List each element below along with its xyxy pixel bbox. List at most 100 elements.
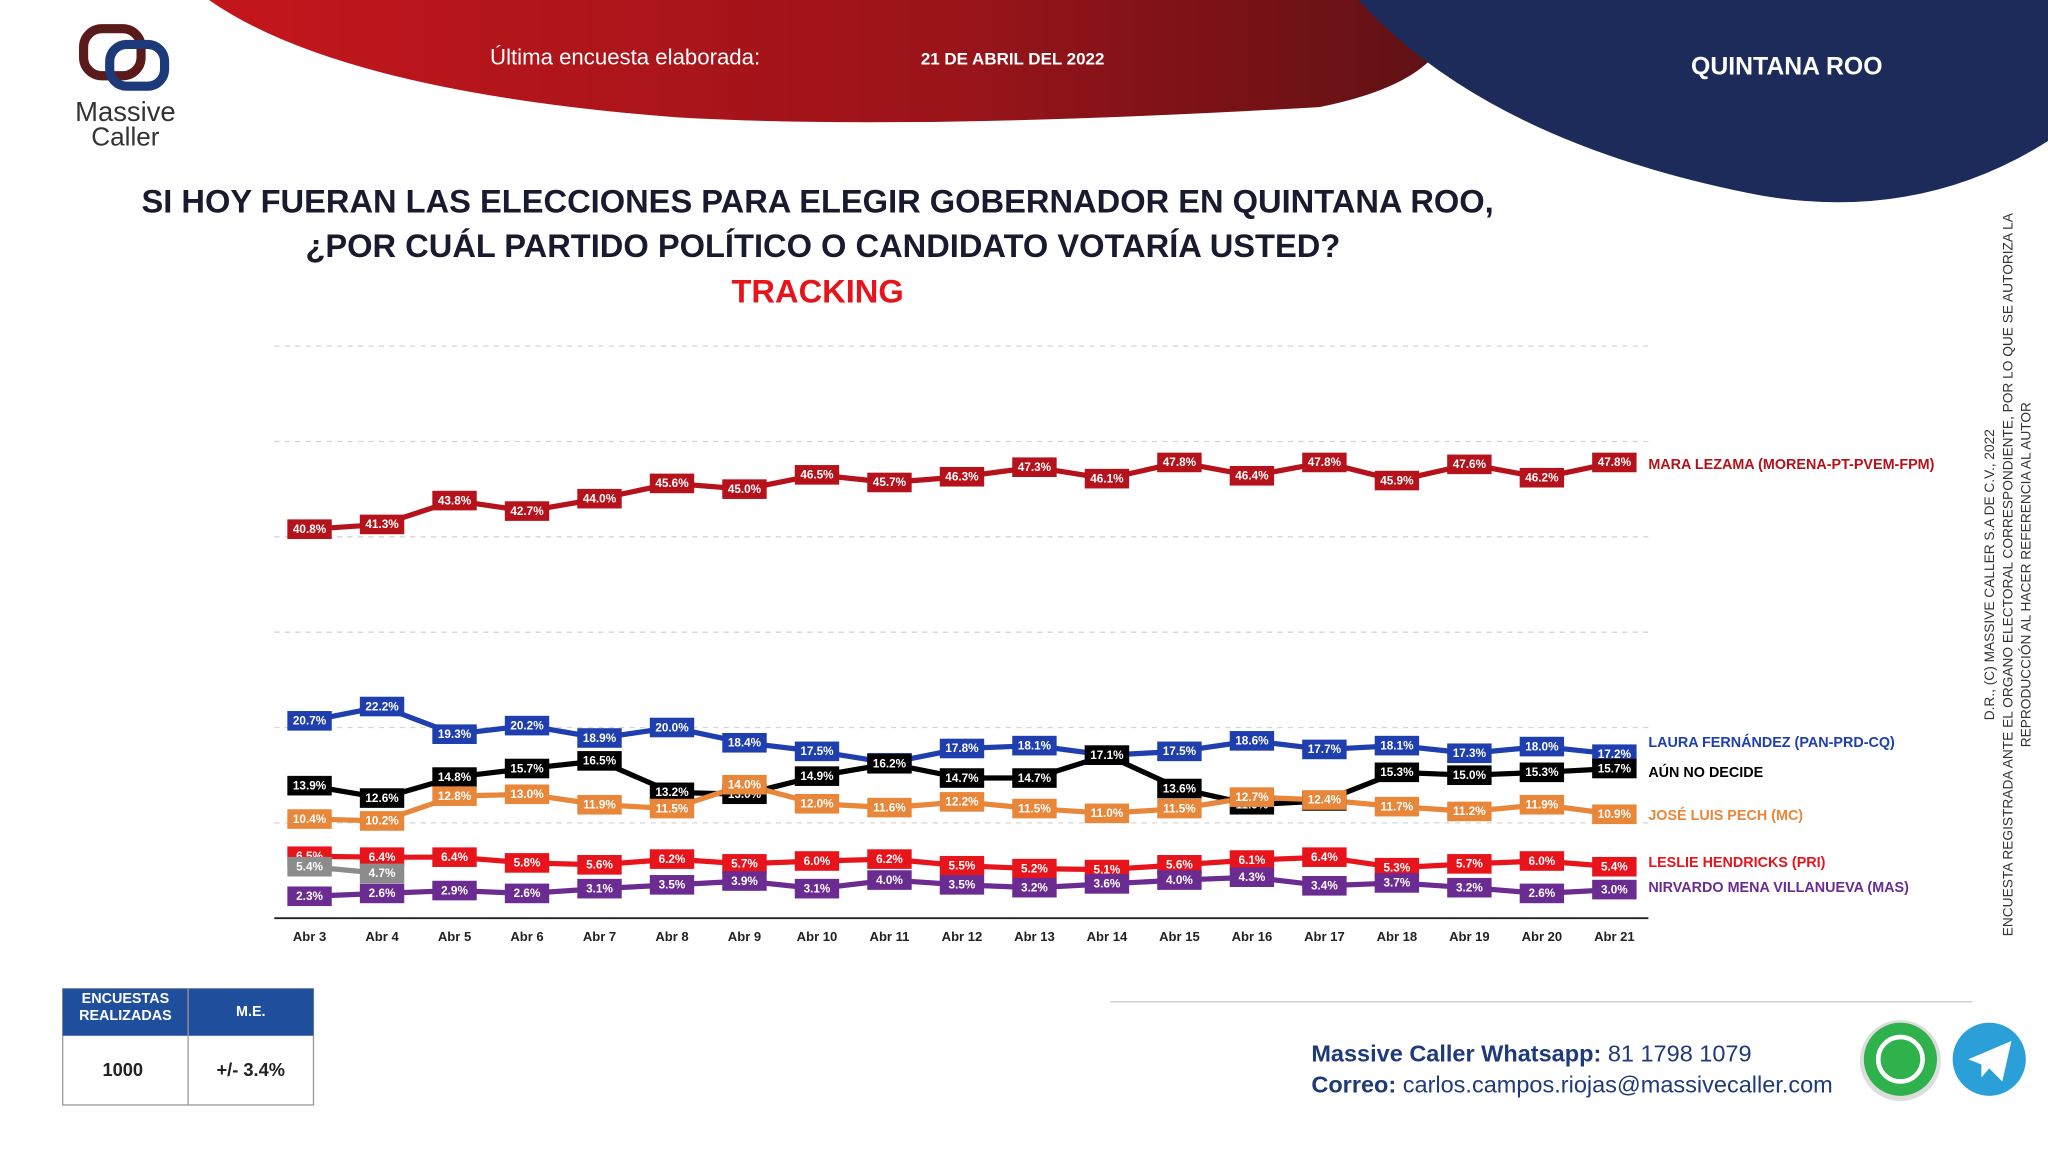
value-box (1519, 794, 1565, 815)
value-box (1012, 877, 1057, 898)
value-label: 6.1% (1239, 854, 1266, 867)
footer-value: carlos.campos.riojas@massivecaller.com (1403, 1072, 1833, 1098)
value-label: 11.5% (1018, 802, 1051, 815)
x-tick-label: Abr 14 (1087, 929, 1128, 944)
value-label: 17.7% (1308, 743, 1342, 756)
value-box (649, 849, 695, 869)
value-box (504, 883, 550, 904)
value-box (504, 758, 550, 779)
value-box (649, 782, 695, 803)
value-box (1012, 457, 1057, 478)
value-box (1229, 850, 1275, 870)
value-box (1302, 875, 1347, 896)
legend-label: MARA LEZAMA (MORENA-PT-PVEM-FPM) (1648, 457, 1934, 473)
value-label: 15.3% (1525, 766, 1559, 779)
value-box (939, 875, 985, 895)
value-label: 6.4% (369, 851, 396, 864)
footer-value: 81 1798 1079 (1608, 1041, 1752, 1067)
value-box (287, 856, 332, 877)
value-box (939, 768, 985, 788)
value-label: 18.1% (1380, 739, 1414, 752)
value-label: 17.5% (1163, 745, 1197, 758)
table-header-cell: ENCUESTAS REALIZADAS (79, 991, 172, 1024)
legend-label: AÚN NO DECIDE (1648, 763, 1763, 781)
value-label: 13.0% (510, 788, 544, 801)
value-label: 10.4% (293, 813, 327, 826)
value-label: 47.6% (1453, 458, 1487, 471)
value-box (1374, 735, 1420, 756)
value-label: 17.2% (1598, 748, 1632, 761)
value-box (722, 871, 767, 891)
value-label: 22.2% (365, 700, 399, 713)
value-box (1374, 857, 1420, 878)
value-label: 47.8% (1308, 456, 1342, 469)
value-box (432, 880, 477, 901)
value-box (1012, 858, 1057, 879)
icon-glyph (1968, 1040, 2012, 1082)
value-label: 20.0% (655, 721, 689, 734)
value-box (722, 774, 767, 795)
survey-table: ENCUESTAS REALIZADAS M.E. 1000 +/- 3.4% (62, 988, 315, 1106)
value-label: 5.7% (1456, 858, 1483, 871)
table-cell: +/- 3.4% (217, 1059, 286, 1080)
x-tick-label: Abr 16 (1232, 929, 1273, 944)
value-label: 12.0% (800, 798, 834, 811)
value-label: 5.4% (1601, 860, 1628, 873)
legend-label: JOSÉ LUIS PECH (MC) (1648, 807, 1803, 824)
value-box (287, 886, 332, 907)
value-box (794, 878, 840, 899)
value-label: 6.2% (659, 853, 686, 866)
value-box (1302, 739, 1347, 760)
x-tick-label: Abr 15 (1159, 929, 1200, 944)
side-note: REPRODUCCIÓN AL HACER REFERENCIA AL AUTO… (2018, 402, 2034, 747)
value-label: 41.3% (365, 518, 399, 531)
value-box (504, 715, 550, 736)
telegram-icon[interactable] (1952, 1022, 2026, 1096)
footer-label: Correo: (1311, 1072, 1396, 1098)
value-label: 11.9% (583, 799, 616, 812)
value-label: 46.4% (1235, 470, 1269, 483)
value-label: 14.7% (1018, 772, 1052, 785)
value-label: 2.6% (514, 887, 541, 900)
x-tick-label: Abr 20 (1522, 929, 1563, 944)
value-box (287, 711, 332, 731)
value-label: 3.2% (1021, 881, 1048, 894)
value-label: 5.8% (514, 857, 541, 870)
value-label: 47.8% (1163, 456, 1197, 469)
value-box (1084, 803, 1130, 824)
value-label: 18.6% (1235, 735, 1269, 748)
value-box (1592, 452, 1637, 473)
value-label: 4.0% (1166, 874, 1193, 887)
value-label: 47.3% (1018, 461, 1052, 474)
value-box (794, 851, 840, 871)
value-box (577, 488, 622, 509)
value-label: 4.0% (876, 874, 903, 887)
value-box (722, 479, 767, 499)
header-region-band (1358, 0, 2048, 203)
value-label: 4.3% (1239, 871, 1266, 884)
value-label: 16.5% (583, 755, 617, 768)
value-box (359, 514, 405, 535)
value-label: 5.5% (949, 860, 976, 873)
value-box (1012, 768, 1057, 788)
survey-date: 21 DE ABRIL DEL 2022 (921, 50, 1105, 69)
value-box (1447, 854, 1492, 874)
footer-label: Massive Caller Whatsapp: (1311, 1041, 1601, 1067)
value-box (1519, 851, 1565, 871)
value-box (1229, 731, 1275, 751)
table-cell: 1000 (102, 1059, 143, 1080)
value-label: 11.5% (1163, 802, 1196, 815)
value-label: 20.2% (510, 719, 544, 732)
value-box (1302, 847, 1347, 867)
value-label: 13.9% (293, 779, 327, 792)
value-label: 19.3% (438, 728, 472, 741)
value-box (794, 793, 840, 814)
value-box (432, 847, 477, 867)
value-label: 14.8% (438, 771, 472, 784)
whatsapp-icon[interactable] (1859, 1020, 1941, 1102)
value-label: 15.0% (1453, 769, 1487, 782)
value-box (649, 875, 695, 895)
value-box (794, 465, 840, 485)
value-box (794, 741, 840, 762)
value-box (1157, 798, 1202, 819)
